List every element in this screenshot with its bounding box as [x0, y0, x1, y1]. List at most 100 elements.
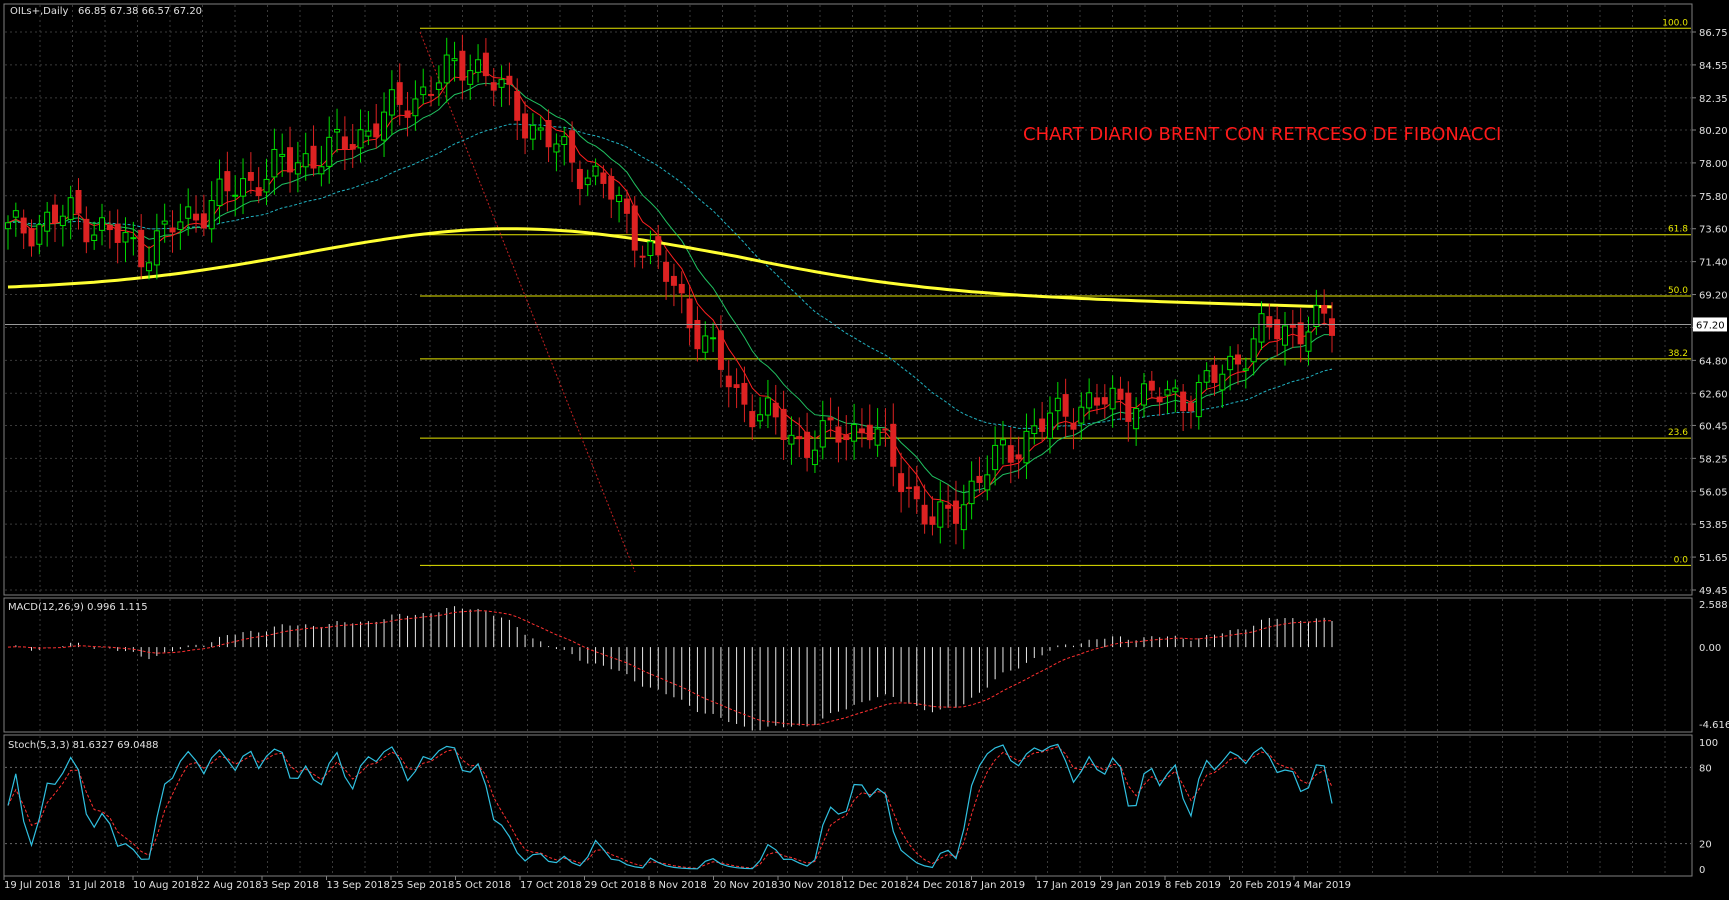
candle-body: [5, 222, 11, 230]
candle-body: [741, 382, 748, 405]
candle-body: [279, 153, 286, 157]
time-tick-label: 17 Jan 2019: [1036, 880, 1096, 891]
time-tick-label: 13 Sep 2018: [327, 880, 390, 891]
candle-body: [1297, 322, 1304, 345]
candle-body: [349, 144, 356, 150]
candle-body: [475, 59, 482, 73]
candle-body: [44, 211, 51, 232]
chart-annotation[interactable]: CHART DIARIO BRENT CON RETRCESO DE FIBON…: [1023, 124, 1501, 145]
price-tick-label: 80.20: [1699, 126, 1728, 137]
candle-body: [639, 255, 646, 258]
candle-body: [357, 129, 364, 149]
time-tick-label: 4 Mar 2019: [1294, 880, 1351, 891]
candle-body: [83, 218, 90, 243]
candle-body: [310, 145, 317, 169]
stoch-tick-label: 20: [1699, 840, 1712, 851]
candle-body: [710, 337, 717, 340]
macd-label: MACD(12,26,9) 0.996 1.115: [8, 602, 148, 613]
candle-body: [428, 93, 435, 96]
candle-body: [937, 501, 944, 528]
macd-indicator: [7, 606, 1333, 731]
time-tick-label: 5 Oct 2018: [456, 880, 511, 891]
candle-body: [702, 335, 709, 353]
candle-body: [631, 205, 638, 251]
candle-body: [451, 58, 458, 62]
trend-line[interactable]: [419, 31, 636, 573]
candle-body: [929, 516, 936, 525]
time-axis[interactable]: 19 Jul 2018 31 Jul 2018 10 Aug 2018 22 Aug …: [3, 876, 1351, 891]
candle-body: [467, 70, 474, 85]
price-tick-label: 69.20: [1699, 291, 1728, 302]
candle-body: [1305, 331, 1312, 352]
candle-body: [1062, 394, 1069, 417]
candle-body: [388, 89, 395, 116]
price-tick-label: 58.25: [1699, 454, 1728, 465]
candle-body: [490, 82, 497, 91]
stoch-panel[interactable]: Stoch(5,3,3) 81.6327 69.0488: [3, 734, 1693, 877]
candle-body: [843, 435, 850, 441]
candle-body: [130, 237, 137, 240]
candle-body: [1180, 391, 1187, 412]
candle-body: [161, 220, 168, 225]
candle-body: [952, 500, 959, 524]
candle-body: [1187, 402, 1194, 412]
candle-body: [529, 124, 536, 140]
candle-body: [1195, 382, 1202, 418]
candle-body: [1031, 425, 1038, 435]
candle-body: [819, 420, 826, 448]
price-tick-label: 51.65: [1699, 553, 1728, 564]
candle-body: [796, 436, 803, 440]
candle-body: [553, 143, 560, 153]
candle-body: [678, 283, 685, 294]
ma-slow-line: [7, 82, 1333, 494]
candle-body: [67, 197, 74, 220]
candle-body: [757, 414, 764, 422]
candle-body: [827, 417, 834, 421]
price-tick-label: 62.60: [1699, 389, 1728, 400]
candle-body: [592, 165, 599, 177]
candle-body: [537, 127, 544, 131]
candle-body: [905, 486, 912, 489]
candle-body: [858, 428, 865, 434]
candle-body: [1046, 412, 1053, 439]
macd-tick-label: 2.588: [1699, 600, 1728, 611]
price-tick-label: 56.05: [1699, 487, 1728, 498]
candle-body: [302, 153, 309, 168]
candle-body: [1086, 392, 1093, 409]
candle-body: [106, 224, 113, 231]
current-price-label: 67.20: [1696, 320, 1725, 331]
candle-body: [663, 261, 670, 282]
price-tick-label: 73.60: [1699, 225, 1728, 236]
candle-body: [52, 204, 59, 224]
macd-panel[interactable]: MACD(12,26,9) 0.996 1.115: [3, 597, 1693, 733]
candle-body: [913, 486, 920, 500]
candle-body: [851, 424, 858, 442]
candle-body: [224, 171, 231, 192]
candle-body: [960, 504, 967, 531]
candle-body: [1101, 397, 1108, 405]
candle-body: [200, 213, 207, 229]
candle-body: [764, 397, 771, 416]
candle-body: [1023, 430, 1030, 464]
time-tick-label: 30 Nov 2018: [778, 880, 842, 891]
macd-tick-label: -4.616: [1699, 720, 1729, 731]
candle-body: [1250, 338, 1257, 363]
candle-body: [890, 423, 897, 467]
price-axis[interactable]: 86.75 84.55 82.35 80.20 78.00 75.80 73.60 71.40…: [5, 28, 1728, 597]
fib-level-label: 38.2: [1668, 349, 1688, 359]
candle-body: [185, 206, 192, 219]
chart-symbol: OILs+,Daily: [10, 6, 69, 17]
candle-body: [1242, 368, 1249, 371]
candle-body: [341, 136, 348, 150]
candle-body: [1321, 305, 1328, 314]
candle-body: [999, 439, 1006, 446]
candle-body: [1148, 380, 1155, 391]
candle-body: [193, 213, 200, 221]
candle-body: [232, 194, 239, 197]
candle-body: [1274, 319, 1281, 340]
fib-level-label: 61.8: [1668, 225, 1688, 235]
candle-body: [670, 275, 677, 286]
main-panel[interactable]: 100.0 61.8 50.0 38.2 23.6 0.0 OILs+,Daily 66.…: [3, 3, 1693, 596]
time-tick-label: 8 Feb 2019: [1165, 880, 1221, 891]
